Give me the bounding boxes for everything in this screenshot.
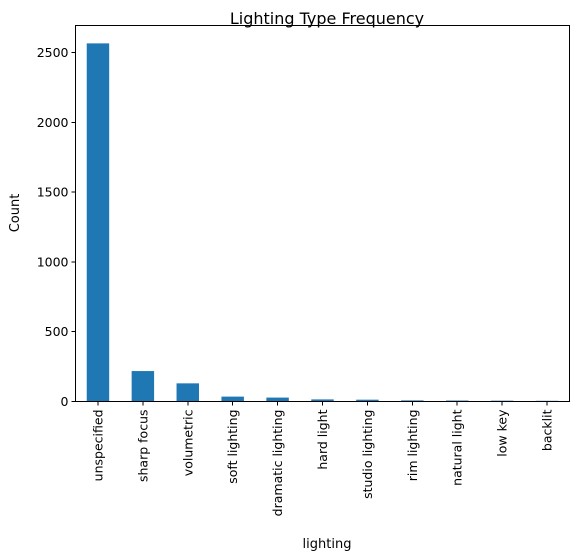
x-tick-label: soft lighting bbox=[225, 410, 240, 484]
chart-title: Lighting Type Frequency bbox=[230, 9, 424, 28]
x-axis-label: lighting bbox=[303, 537, 352, 552]
bar-sharp-focus bbox=[131, 371, 155, 402]
bar-soft-lighting bbox=[221, 396, 244, 402]
y-tick-label: 0 bbox=[61, 394, 69, 409]
y-axis: 0 500 1000 1500 2000 2500 bbox=[37, 45, 76, 409]
x-tick-label: hard light bbox=[315, 409, 330, 469]
x-tick-label: backlit bbox=[540, 409, 555, 451]
x-tick-label: sharp focus bbox=[135, 410, 150, 483]
y-tick-label: 1500 bbox=[37, 185, 69, 200]
bar-rim-lighting bbox=[401, 400, 424, 402]
x-tick-label: unspecified bbox=[90, 410, 105, 482]
y-tick-label: 2500 bbox=[37, 45, 69, 60]
y-axis-label: Count bbox=[8, 194, 23, 233]
x-tick-label: studio lighting bbox=[360, 410, 375, 499]
y-tick-label: 1000 bbox=[37, 254, 69, 269]
x-tick-label: low key bbox=[495, 409, 510, 457]
y-tick-label: 2000 bbox=[37, 115, 69, 130]
x-tick-label: natural light bbox=[450, 409, 465, 485]
plot-frame bbox=[75, 25, 570, 402]
x-axis: unspecified sharp focus volumetric soft lig… bbox=[90, 401, 555, 517]
x-tick-label: rim lighting bbox=[405, 410, 420, 482]
x-tick-label: dramatic lighting bbox=[270, 410, 285, 517]
bar-volumetric bbox=[176, 383, 199, 402]
bars-group bbox=[86, 43, 559, 402]
bar-hard-light bbox=[311, 399, 334, 402]
bar-unspecified bbox=[86, 43, 110, 402]
bar-studio-lighting bbox=[356, 399, 379, 402]
x-tick-label: volumetric bbox=[180, 409, 195, 476]
bar-dramatic-lighting bbox=[266, 397, 289, 402]
y-tick-label: 500 bbox=[45, 324, 69, 339]
